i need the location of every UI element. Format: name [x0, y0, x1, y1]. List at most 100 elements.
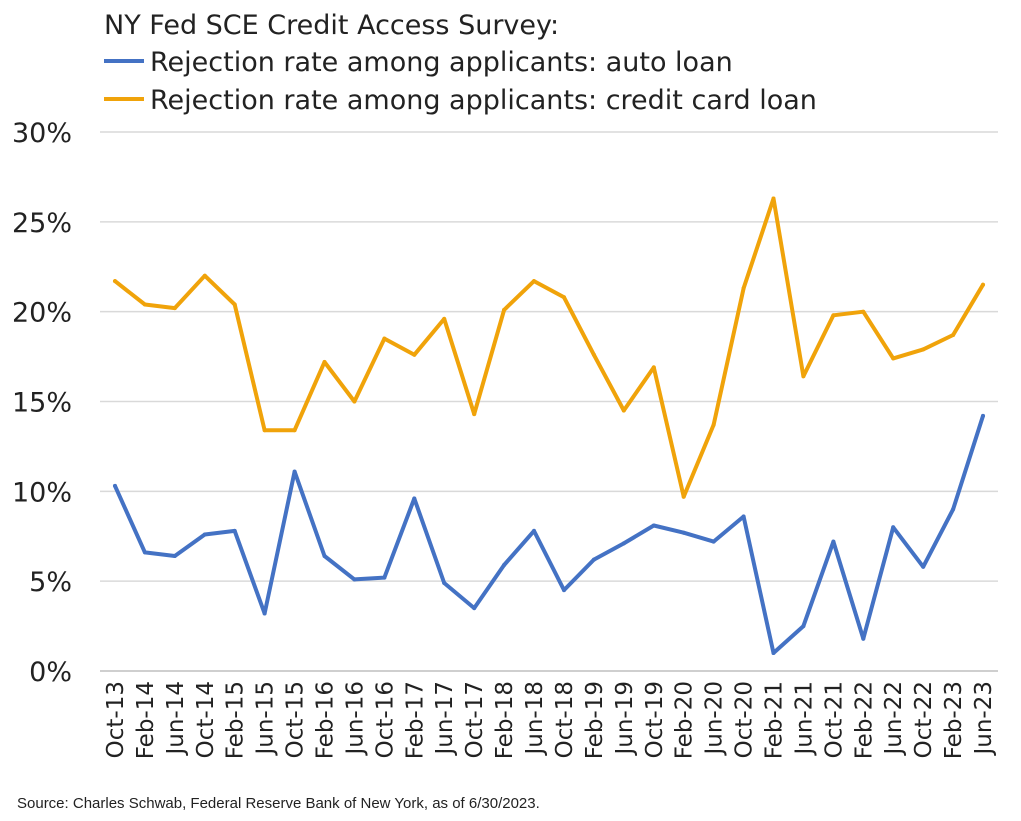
x-tick-label: Oct-17	[462, 681, 488, 758]
x-tick-label: Oct-22	[911, 681, 937, 758]
x-tick-label: Feb-16	[313, 681, 339, 759]
x-tick-label: Jun-20	[702, 681, 728, 757]
data-point	[711, 539, 716, 544]
x-tick-label: Jun-16	[342, 681, 368, 757]
data-point	[502, 563, 507, 567]
data-point	[562, 295, 566, 300]
series-layer	[113, 196, 985, 655]
data-point	[591, 352, 596, 357]
x-tick-label: Jun-23	[971, 681, 997, 757]
data-point	[292, 469, 297, 474]
data-point	[292, 428, 297, 433]
data-point	[771, 651, 776, 655]
y-tick-label: 0%	[29, 657, 72, 688]
x-tick-label: Oct-13	[103, 681, 129, 758]
x-tick-label: Feb-15	[223, 681, 249, 759]
x-tick-label: Oct-18	[552, 681, 578, 758]
data-point	[591, 557, 596, 562]
data-point	[891, 525, 896, 530]
data-point	[651, 365, 656, 370]
data-point	[861, 636, 866, 641]
x-tick-label: Oct-14	[193, 681, 219, 758]
data-point	[951, 333, 956, 337]
x-tick-label: Oct-19	[642, 681, 668, 758]
y-tick-label: 30%	[12, 118, 72, 149]
data-point	[382, 336, 387, 341]
x-tick-label: Feb-23	[941, 681, 967, 759]
x-tick-label: Jun-19	[612, 681, 638, 757]
x-tick-label: Feb-21	[762, 681, 788, 759]
data-point	[352, 577, 357, 582]
data-point	[142, 550, 147, 555]
source-note: Source: Charles Schwab, Federal Reserve …	[17, 795, 540, 812]
data-point	[711, 422, 716, 427]
y-axis-ticks: 0% 5% 10% 15% 20% 25% 30%	[12, 118, 72, 688]
data-point	[771, 196, 776, 201]
x-tick-label: Oct-21	[821, 681, 847, 758]
x-tick-label: Jun-22	[881, 681, 907, 757]
data-point	[262, 428, 267, 433]
x-tick-label: Feb-22	[851, 681, 877, 759]
y-tick-label: 15%	[12, 388, 72, 419]
data-point	[921, 564, 926, 569]
legend: Rejection rate among applicants: auto lo…	[104, 47, 817, 116]
x-tick-label: Oct-16	[372, 681, 398, 758]
x-tick-label: Feb-17	[402, 681, 428, 759]
x-tick-label: Jun-15	[253, 681, 279, 757]
data-point	[382, 575, 387, 580]
x-tick-label: Oct-20	[732, 681, 758, 758]
data-point	[741, 286, 746, 291]
series-line-0	[113, 413, 985, 655]
y-tick-label: 20%	[12, 298, 72, 329]
data-point	[113, 483, 117, 488]
legend-label-auto-loan: Rejection rate among applicants: auto lo…	[150, 47, 733, 78]
x-tick-label: Jun-21	[791, 681, 817, 757]
data-point	[801, 624, 806, 629]
series-line-1	[113, 196, 985, 499]
x-tick-label: Jun-18	[522, 681, 548, 757]
data-point	[142, 302, 147, 307]
x-tick-label: Feb-14	[133, 681, 159, 759]
data-point	[651, 523, 656, 528]
gridlines	[100, 131, 998, 582]
data-point	[681, 530, 686, 535]
data-point	[202, 532, 207, 537]
data-point	[801, 374, 806, 379]
data-point	[981, 413, 985, 418]
x-tick-label: Oct-15	[283, 681, 309, 758]
data-point	[262, 611, 267, 616]
data-point	[951, 507, 956, 512]
x-tick-label: Jun-17	[432, 681, 458, 757]
data-point	[921, 347, 926, 352]
data-point	[442, 581, 447, 585]
data-point	[412, 496, 417, 501]
data-point	[831, 313, 836, 318]
x-tick-label: Feb-20	[672, 681, 698, 759]
data-point	[621, 541, 626, 546]
data-point	[741, 514, 746, 519]
data-point	[322, 360, 327, 364]
data-point	[532, 528, 536, 533]
data-point	[172, 306, 177, 311]
data-point	[442, 316, 447, 321]
data-point	[113, 279, 117, 284]
data-point	[412, 352, 417, 357]
legend-label-credit-card-loan: Rejection rate among applicants: credit …	[150, 85, 817, 116]
data-point	[172, 554, 177, 558]
data-point	[202, 273, 207, 278]
data-point	[891, 356, 896, 361]
data-point	[472, 606, 477, 611]
x-tick-label: Feb-18	[492, 681, 518, 759]
data-point	[502, 307, 507, 312]
y-tick-label: 25%	[12, 208, 72, 239]
data-point	[232, 528, 237, 533]
data-point	[472, 412, 477, 417]
data-point	[861, 309, 866, 314]
data-point	[831, 539, 836, 544]
y-tick-label: 5%	[29, 567, 72, 598]
data-point	[352, 399, 357, 404]
data-point	[981, 282, 985, 287]
x-tick-label: Feb-19	[582, 681, 608, 759]
x-tick-label: Jun-14	[163, 681, 189, 757]
